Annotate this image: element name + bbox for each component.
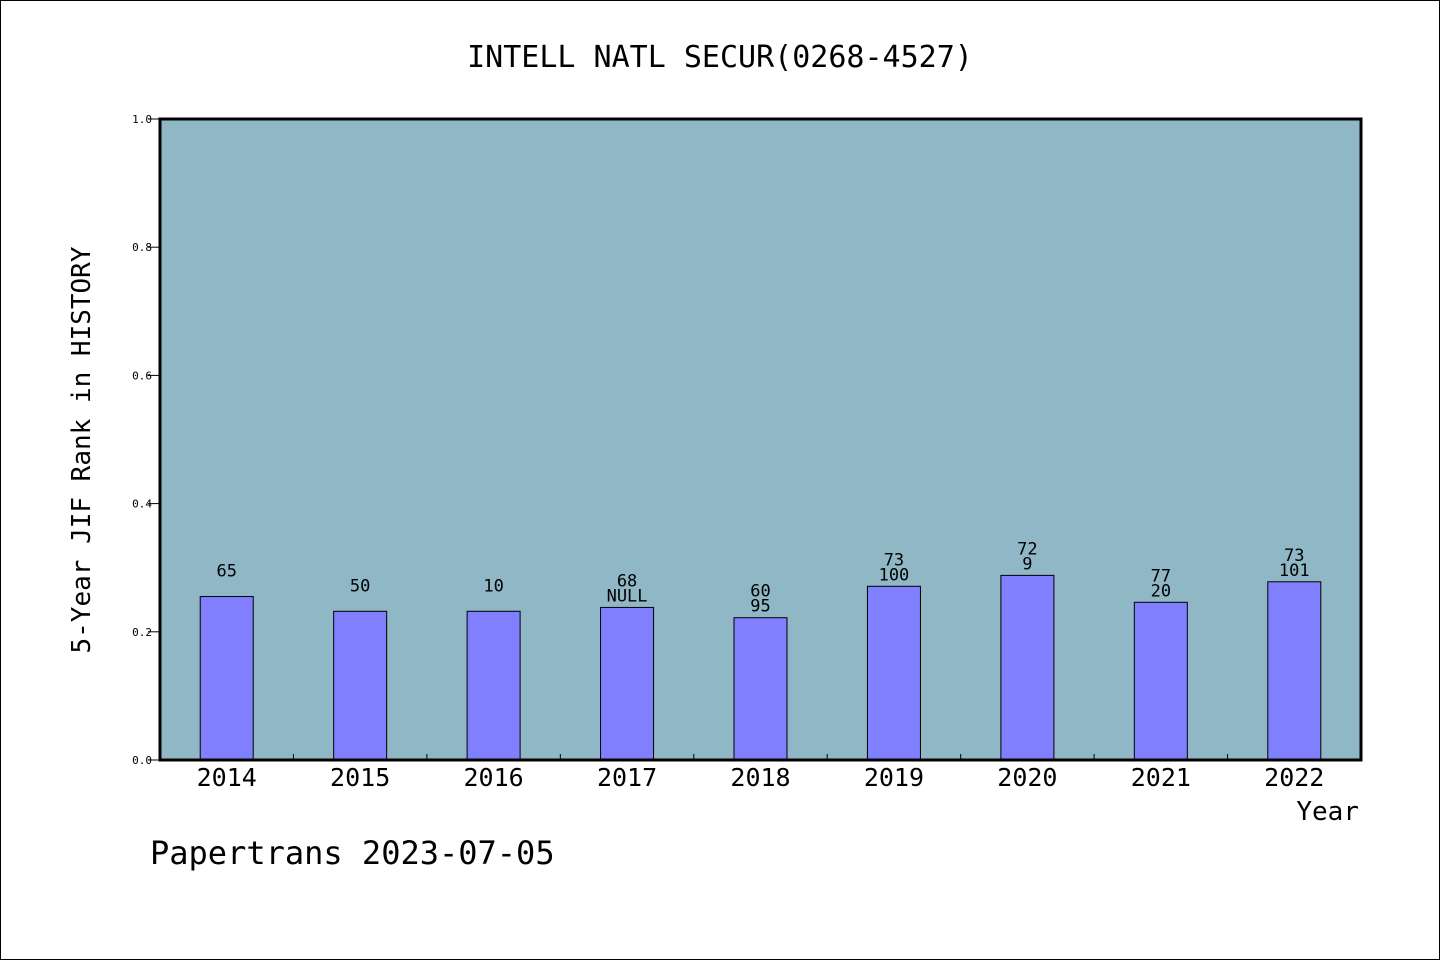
bars-group <box>199 574 1322 761</box>
y-tick-label: 0.0 <box>132 754 152 767</box>
chart-title: INTELL NATL SECUR(0268-4527) <box>467 40 973 75</box>
y-tick-label: 1.0 <box>132 113 152 126</box>
bar-label-bottom: 100 <box>879 565 910 585</box>
y-axis: 0.0 0.2 0.4 0.6 0.8 1.0 <box>132 113 160 767</box>
y-axis-label: 5-Year JIF Rank in HISTORY <box>67 246 97 653</box>
bar-label-bottom: 95 <box>750 597 770 617</box>
bar-2019 <box>866 585 921 761</box>
footer-credit: Papertrans 2023-07-05 <box>150 834 555 872</box>
x-tick-label: 2014 <box>197 763 257 792</box>
bar-label-bottom: 20 <box>1151 581 1171 601</box>
x-tick-label: 2016 <box>464 763 524 792</box>
bar-2017 <box>600 606 655 761</box>
x-tick-label: 2015 <box>330 763 390 792</box>
bar-label-top: 77 <box>1151 566 1171 586</box>
y-tick-label: 0.8 <box>132 241 152 254</box>
bar-2018 <box>733 617 788 761</box>
y-tick-label: 0.2 <box>132 626 152 639</box>
y-tick-label: 0.6 <box>132 369 152 382</box>
x-axis-label: Year <box>1296 797 1359 827</box>
x-tick-label: 2018 <box>730 763 790 792</box>
bar-2016 <box>466 610 521 761</box>
x-tick-label: 2017 <box>597 763 657 792</box>
bar-label-top: 65 <box>216 562 236 582</box>
bar-label-top: 73 <box>1284 546 1304 566</box>
bar-label-top: 60 <box>750 582 770 602</box>
x-tick-label: 2021 <box>1131 763 1191 792</box>
plot-border <box>158 117 1363 762</box>
x-tick-label: 2020 <box>997 763 1057 792</box>
bar-label-bottom: 101 <box>1279 561 1310 581</box>
bar-label-top: 50 <box>350 576 370 596</box>
bar-label-top: 72 <box>1017 539 1037 559</box>
x-tick-label: 2019 <box>864 763 924 792</box>
bar-label-top: 68 <box>617 571 637 591</box>
bar-label-bottom: 9 <box>1022 554 1032 574</box>
bar-2022 <box>1267 581 1322 761</box>
x-tick-label: 2022 <box>1264 763 1324 792</box>
bar-label-top: 73 <box>884 550 904 570</box>
bar-label-top: 10 <box>483 576 503 596</box>
x-axis: 2014 2015 2016 2017 2018 2019 2020 2021 2022 <box>197 754 1324 792</box>
bar-label-bottom: NULL <box>607 586 648 606</box>
bar-2020 <box>1000 574 1055 761</box>
bar-2021 <box>1133 601 1188 761</box>
y-tick-label: 0.4 <box>132 498 152 511</box>
bar-2015 <box>333 610 388 761</box>
bar-2014 <box>199 596 254 761</box>
